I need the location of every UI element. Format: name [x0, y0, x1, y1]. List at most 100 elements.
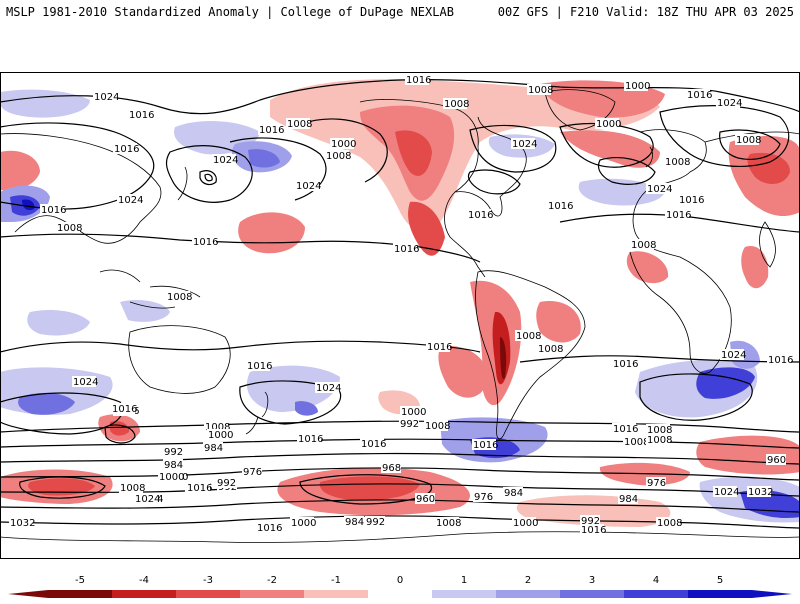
svg-text:1008: 1008 [205, 422, 230, 433]
contour-label: 1016 [767, 354, 793, 366]
svg-text:1008: 1008 [444, 99, 469, 110]
svg-text:992: 992 [400, 419, 419, 430]
colorbar-swatch [560, 590, 624, 598]
contour-label: 1016 [472, 439, 498, 451]
svg-text:1024: 1024 [512, 139, 537, 150]
svg-text:1016: 1016 [193, 237, 218, 248]
contour-label: 1016 [426, 341, 452, 353]
svg-text:992: 992 [217, 478, 236, 489]
contour-label: 1024 [295, 180, 321, 192]
svg-text:1008: 1008 [326, 151, 351, 162]
svg-text:992: 992 [164, 447, 183, 458]
svg-text:976: 976 [243, 467, 262, 478]
map-title: MSLP 1981-2010 Standardized Anomaly | Co… [6, 5, 454, 19]
colorbar-tick-label: 3 [589, 575, 595, 586]
contour-label: 984 [503, 487, 523, 499]
contour-label: 1008 [325, 150, 351, 162]
contour-label: 1008 [646, 434, 672, 446]
svg-text:976: 976 [647, 478, 666, 489]
contour-label-set: 1016 1024 1016 1016 1008 1008 1000 1008 … [9, 74, 793, 536]
svg-text:1000: 1000 [208, 430, 233, 441]
colorbar-swatch [624, 590, 688, 598]
svg-text:1008: 1008 [167, 292, 192, 303]
contour-label: 1000 [330, 138, 356, 150]
svg-text:1024: 1024 [714, 487, 739, 498]
svg-text:1008: 1008 [538, 344, 563, 355]
contour-label: 1016 [128, 109, 154, 121]
contour-label: 1008 [443, 98, 469, 110]
colorbar-tick-label: -4 [139, 575, 149, 586]
contour-label: 1016 [580, 524, 606, 536]
colorbar-swatch [176, 590, 240, 598]
contour-label: 1024 [315, 382, 341, 394]
svg-text:1008: 1008 [436, 518, 461, 529]
svg-text:1016: 1016 [613, 424, 638, 435]
svg-text:1000: 1000 [513, 518, 538, 529]
contour-label: 1016 [665, 209, 691, 221]
svg-text:960: 960 [416, 494, 435, 505]
contour-label: 1008 [664, 156, 690, 168]
svg-text:1016: 1016 [581, 525, 606, 536]
colorbar-tick-label: -3 [203, 575, 213, 586]
contour-label: 992 [365, 516, 385, 528]
contour-label: 1008 [435, 517, 461, 529]
contour-label: 1016 [686, 89, 712, 101]
contour-label: 984 [618, 493, 638, 505]
colorbar: -5 -4 -3 -2 -1 0 1 2 3 4 5 [0, 566, 800, 600]
contour-label: 1016 [467, 209, 493, 221]
svg-text:1016: 1016 [666, 210, 691, 221]
contour-label: 1024 [511, 138, 537, 150]
svg-text:1024: 1024 [94, 92, 119, 103]
contour-label: 1024 [134, 493, 160, 505]
svg-text:1016: 1016 [613, 359, 638, 370]
colorbar-arrow-high [752, 590, 792, 598]
svg-text:1008: 1008 [657, 518, 682, 529]
contour-label: 1016 [297, 433, 323, 445]
contour-label: 1016 [258, 124, 284, 136]
svg-text:1016: 1016 [361, 439, 386, 450]
contour-label: 1008 [119, 482, 145, 494]
svg-text:1016: 1016 [259, 125, 284, 136]
colorbar-tick-label: -5 [75, 575, 85, 586]
contour-label: 1008 [56, 222, 82, 234]
svg-text:1008: 1008 [120, 483, 145, 494]
contour-label: 992 [580, 515, 600, 527]
svg-text:1008: 1008 [624, 437, 649, 448]
contour-label: 1016 [405, 74, 431, 86]
contour-label: 1016 [111, 403, 137, 415]
svg-text:1016: 1016 [257, 523, 282, 534]
contour-label: 1008 [166, 291, 192, 303]
svg-text:1000: 1000 [159, 472, 184, 483]
svg-text:1016: 1016 [548, 201, 573, 212]
svg-text:1024: 1024 [316, 383, 341, 394]
contour-label: 976 [646, 477, 666, 489]
svg-text:1008: 1008 [287, 119, 312, 130]
contour-label: 984 [203, 442, 223, 454]
model-run-label: 00Z GFS | F210 Valid: 18Z THU APR 03 202… [497, 5, 794, 19]
contour-label: 1000 [595, 118, 621, 130]
colorbar-tick-label: -2 [267, 575, 277, 586]
svg-text:1024: 1024 [647, 184, 672, 195]
svg-text:1016: 1016 [679, 195, 704, 206]
contour-label: 1016 [186, 482, 212, 494]
svg-text:1016: 1016 [187, 483, 212, 494]
contour-label: 1008 [286, 118, 312, 130]
contour-label: 1016 [256, 522, 282, 534]
colorbar-tick-label: 0 [397, 575, 403, 586]
contour-label: 1008 [527, 84, 553, 96]
svg-text:1008: 1008 [528, 85, 553, 96]
contour-label: 1008 [515, 330, 541, 342]
svg-text:1016: 1016 [687, 90, 712, 101]
svg-text:1016: 1016 [427, 342, 452, 353]
contour-label: 1000 [158, 471, 184, 483]
contour-label: 1008 [537, 343, 563, 355]
contour-label: 984 [344, 516, 364, 528]
svg-text:1000: 1000 [291, 518, 316, 529]
anomaly-shading [0, 79, 800, 527]
svg-text:1016: 1016 [129, 110, 154, 121]
svg-text:1008: 1008 [665, 157, 690, 168]
contour-label: 1000 [512, 517, 538, 529]
colorbar-swatch [304, 590, 368, 598]
contour-label: 992 [399, 418, 419, 430]
svg-text:1008: 1008 [647, 435, 672, 446]
